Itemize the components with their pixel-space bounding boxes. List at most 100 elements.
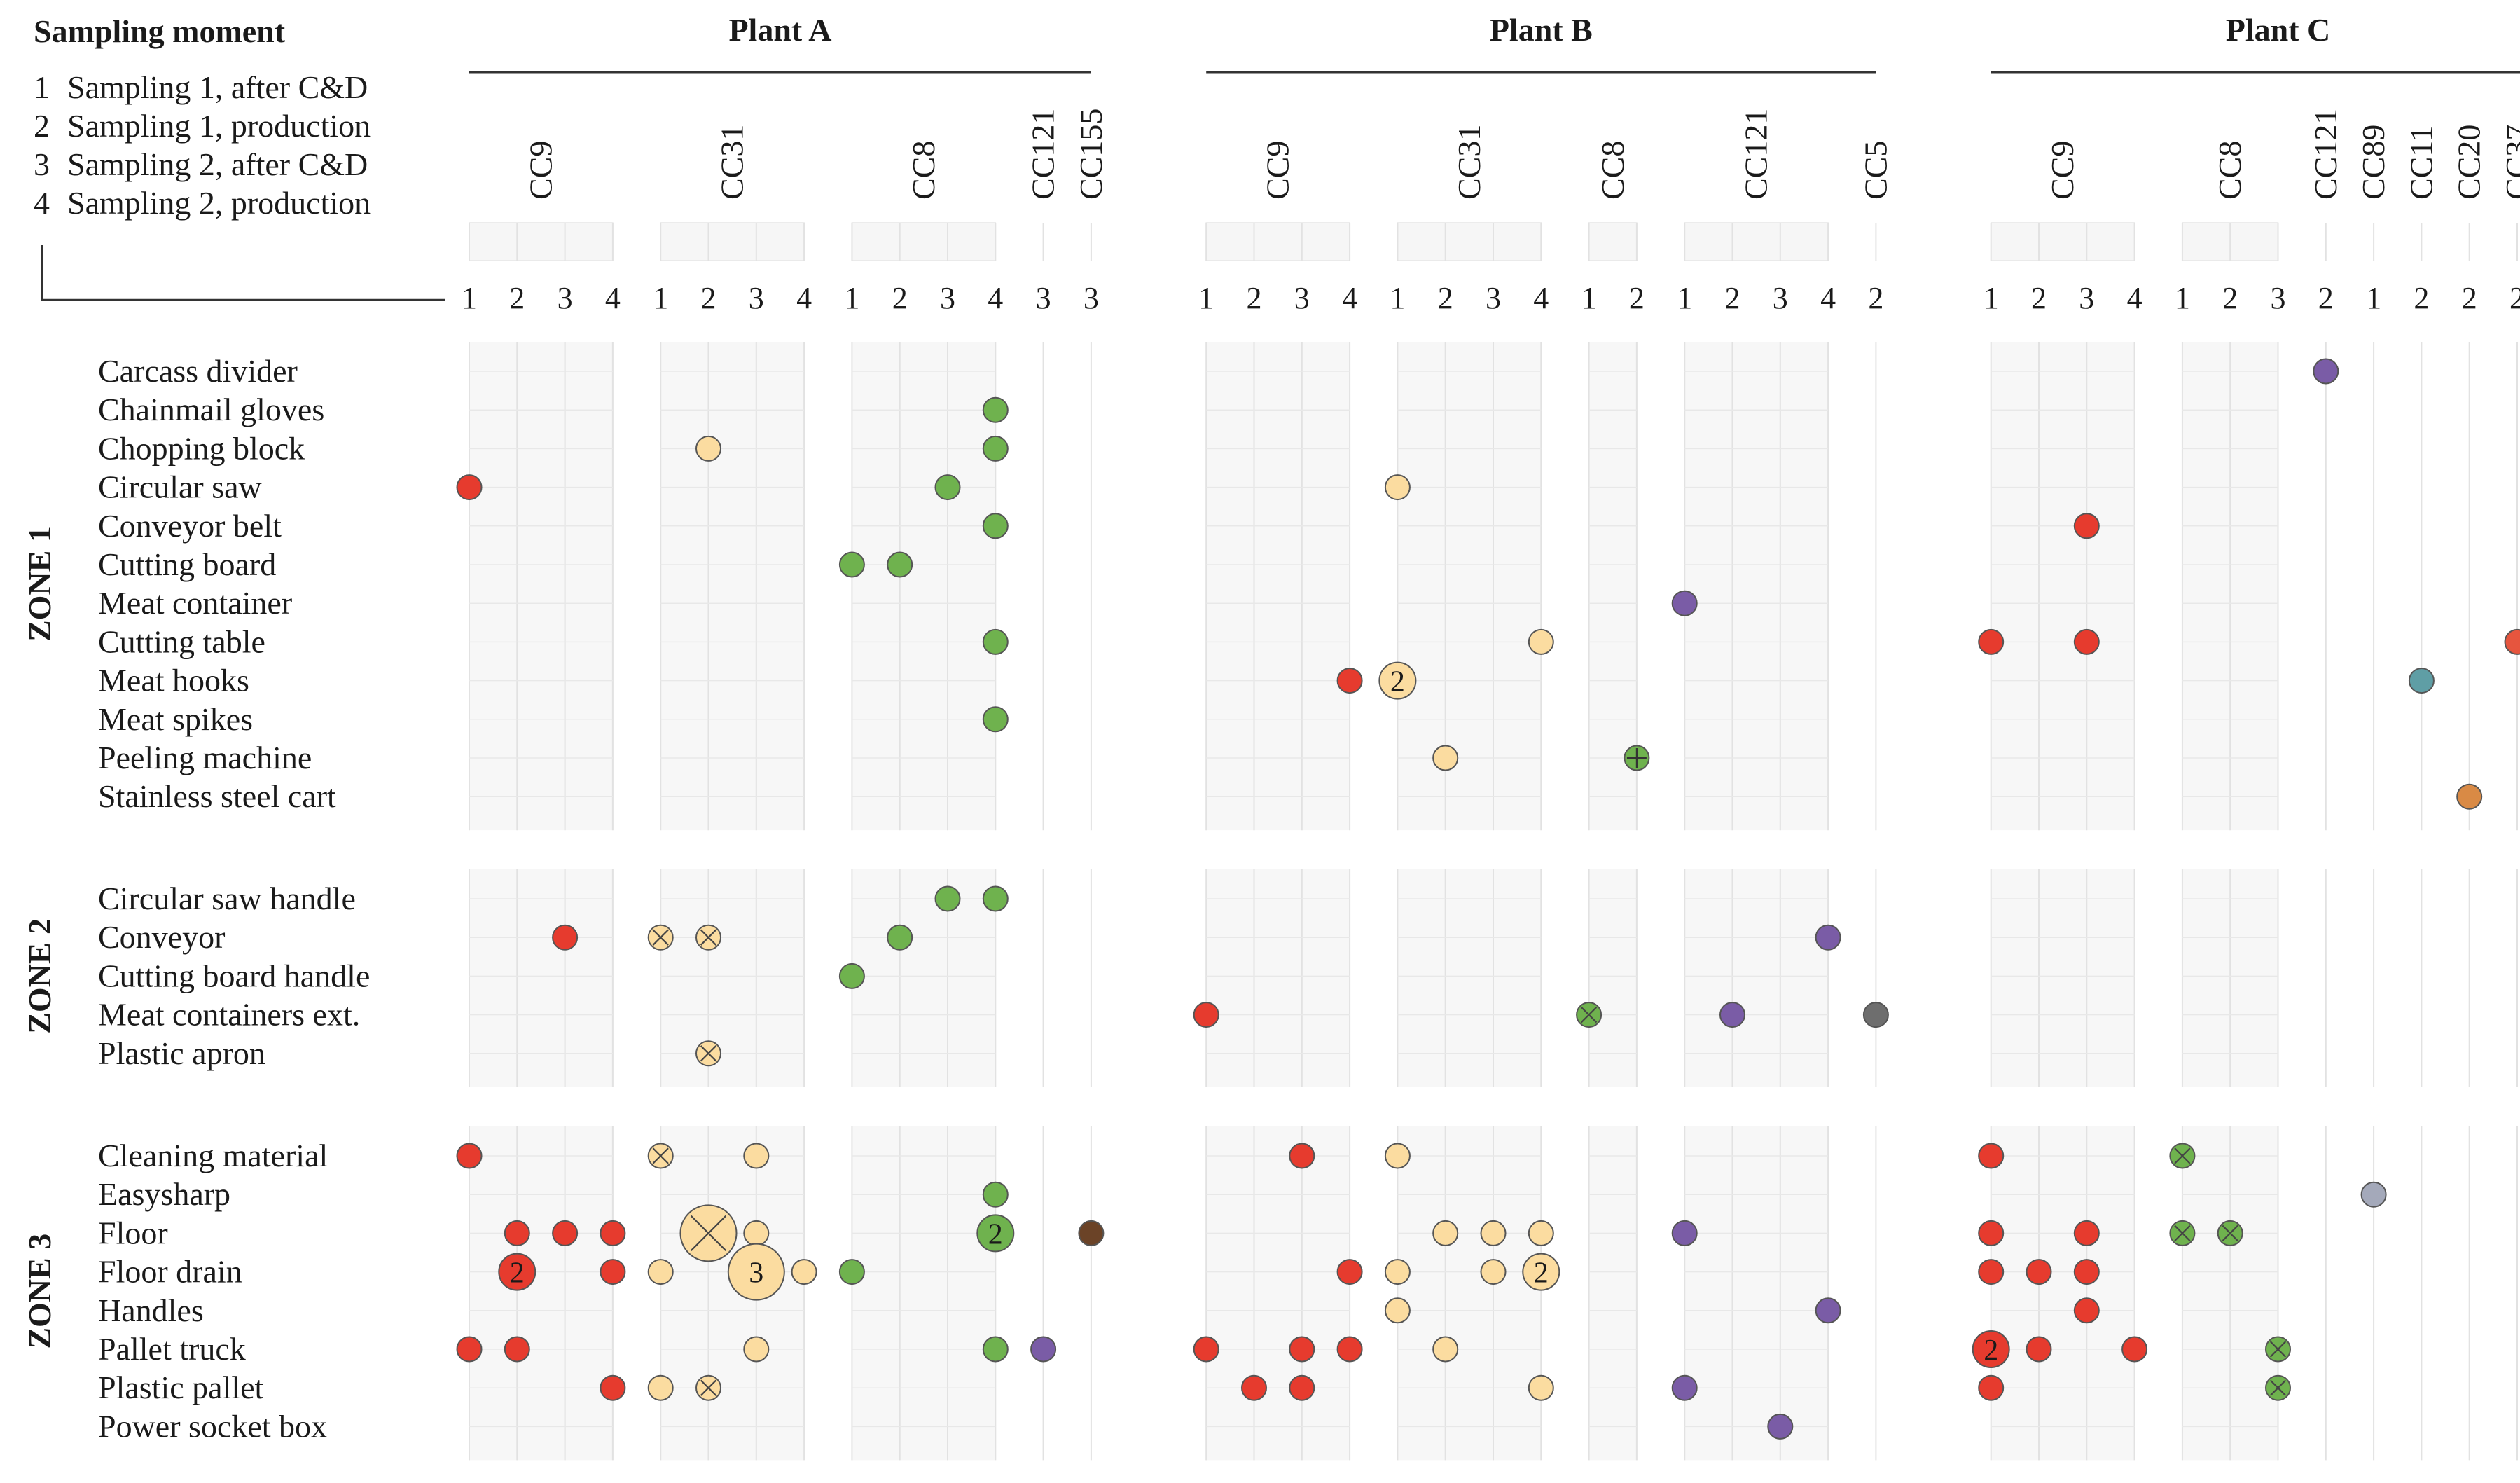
point-plastic-pallet-plant-c-cc8-3: [2265, 1374, 2291, 1401]
group-panel: [1588, 869, 1637, 1087]
tick-label: 1: [1677, 281, 1692, 315]
point-cleaning-material-plant-b-cc31-1: [1384, 1143, 1411, 1169]
point-circle: [1972, 1330, 2010, 1368]
zone-label-zone-2: ZONE 2: [22, 918, 57, 1034]
point-circle: [2408, 668, 2435, 694]
point-conveyor-plant-a-cc31-2: [695, 924, 721, 951]
point-conveyor-belt-plant-c-cc9-3: [2073, 513, 2100, 539]
point-easysharp-plant-c-cc89-1: [2360, 1181, 2387, 1208]
group-panel: [1588, 1126, 1637, 1461]
tick-label: 2: [2222, 281, 2238, 315]
point-meat-hooks-plant-b-cc9-4: [1336, 668, 1363, 694]
group-panel: [1684, 1126, 1829, 1461]
point-plastic-pallet-plant-c-cc9-1: [1978, 1374, 2005, 1401]
point-circle: [1078, 1220, 1105, 1246]
point-circle: [982, 706, 1009, 733]
cc-label-cc121: CC121: [1025, 109, 1061, 200]
point-meat-hooks-plant-b-cc31-1: 2: [1378, 661, 1417, 700]
point-circle: [1862, 1002, 1889, 1028]
point-circle: [1480, 1259, 1507, 1285]
point-meat-containers-ext-plant-b-cc8-1: [1576, 1002, 1602, 1028]
cc-label-cc11: CC11: [2403, 125, 2439, 200]
plant-title-plant-a: Plant A: [728, 12, 831, 48]
point-circle: [1978, 1220, 2005, 1246]
cc-label-cc8: CC8: [1595, 141, 1631, 200]
point-circle: [2504, 628, 2520, 655]
point-meat-containers-ext-plant-b-cc121-2: [1719, 1002, 1745, 1028]
legend-title: Sampling moment: [34, 13, 286, 49]
point-circle: [1193, 1336, 1219, 1363]
point-floor-plant-b-cc31-2: [1432, 1220, 1459, 1246]
point-power-socket-box-plant-b-cc121-3: [1767, 1413, 1794, 1440]
point-circle: [504, 1220, 530, 1246]
point-circle: [1193, 1002, 1219, 1028]
point-conveyor-belt-plant-a-cc8-4: [982, 513, 1009, 539]
tick-label: 1: [1198, 281, 1214, 315]
point-peeling-machine-plant-b-cc8-2: [1624, 745, 1650, 771]
point-meat-containers-ext-plant-b-cc5-2: [1862, 1002, 1889, 1028]
point-floor-drain-plant-b-cc9-4: [1336, 1259, 1363, 1285]
point-circle: [887, 924, 913, 951]
tick-label: 1: [1390, 281, 1405, 315]
tick-label: 1: [1581, 281, 1597, 315]
point-circle: [1480, 1220, 1507, 1246]
point-circle: [2073, 1220, 2100, 1246]
point-cleaning-material-plant-c-cc8-1: [2169, 1143, 2196, 1169]
x-mark: [2222, 1225, 2238, 1242]
cc-label-cc121: CC121: [1738, 109, 1774, 200]
point-circle: [647, 1374, 674, 1401]
point-floor-drain-plant-a-cc31-4: [791, 1259, 817, 1285]
group-panel: [660, 342, 805, 831]
point-pallet-truck-plant-a-cc31-3: [743, 1336, 770, 1363]
point-circle: [695, 435, 721, 462]
point-floor-drain-plant-a-cc9-2: 2: [498, 1253, 536, 1291]
group-panel: [469, 869, 613, 1087]
tick-label: 2: [1868, 281, 1883, 315]
point-floor-drain-plant-c-cc9-1: [1978, 1259, 2005, 1285]
point-count: 2: [1984, 1334, 1998, 1367]
group-panel: [1991, 342, 2135, 831]
point-circle: [1815, 1297, 1841, 1324]
point-circle: [2313, 358, 2339, 385]
group-panel: [660, 869, 805, 1087]
point-pallet-truck-plant-a-cc9-2: [504, 1336, 530, 1363]
point-floor-drain-plant-c-cc9-2: [2026, 1259, 2052, 1285]
point-floor-drain-plant-b-cc31-4: 2: [1522, 1253, 1560, 1291]
point-circle: [456, 474, 483, 501]
cc-labels: CC9 CC31 CC8 CC121 CC155 CC9 CC31 CC8 CC121 CC5 CC…: [522, 109, 2520, 200]
cc-label-cc9: CC9: [1260, 141, 1296, 200]
cc-label-cc5: CC5: [1857, 141, 1893, 200]
point-floor-drain-plant-a-cc31-1: [647, 1259, 674, 1285]
group-panel: [1991, 869, 2135, 1087]
row-label-power-socket-box: Power socket box: [98, 1408, 327, 1444]
point-floor-drain-plant-b-cc31-3: [1480, 1259, 1507, 1285]
point-circle: [743, 1336, 770, 1363]
point-cleaning-material-plant-b-cc9-3: [1289, 1143, 1315, 1169]
tick-label: 4: [2127, 281, 2142, 315]
point-count: 2: [988, 1218, 1003, 1250]
point-circle: [934, 474, 961, 501]
grid: [469, 222, 2518, 1461]
point-circle: [1378, 661, 1417, 700]
cc-label-cc31: CC31: [1451, 125, 1487, 200]
point-circle: [456, 1143, 483, 1169]
point-handles-plant-c-cc9-3: [2073, 1297, 2100, 1324]
point-circle: [1289, 1374, 1315, 1401]
point-circle: [498, 1253, 536, 1291]
group-panel: [1684, 342, 1829, 831]
point-circle: [1522, 1253, 1560, 1291]
header-band: [1205, 222, 1350, 261]
point-cutting-table-plant-c-cc9-3: [2073, 628, 2100, 655]
point-count: 2: [1390, 666, 1405, 698]
point-circle: [743, 1143, 770, 1169]
point-circle: [1384, 474, 1411, 501]
tick-label: 1: [653, 281, 668, 315]
point-circle: [1978, 1259, 2005, 1285]
point-count: 2: [510, 1257, 525, 1290]
point-circle: [743, 1220, 770, 1246]
point-circle: [2121, 1336, 2148, 1363]
cc-label-cc89: CC89: [2355, 125, 2391, 200]
point-circle: [1432, 745, 1459, 771]
point-circle: [934, 885, 961, 912]
